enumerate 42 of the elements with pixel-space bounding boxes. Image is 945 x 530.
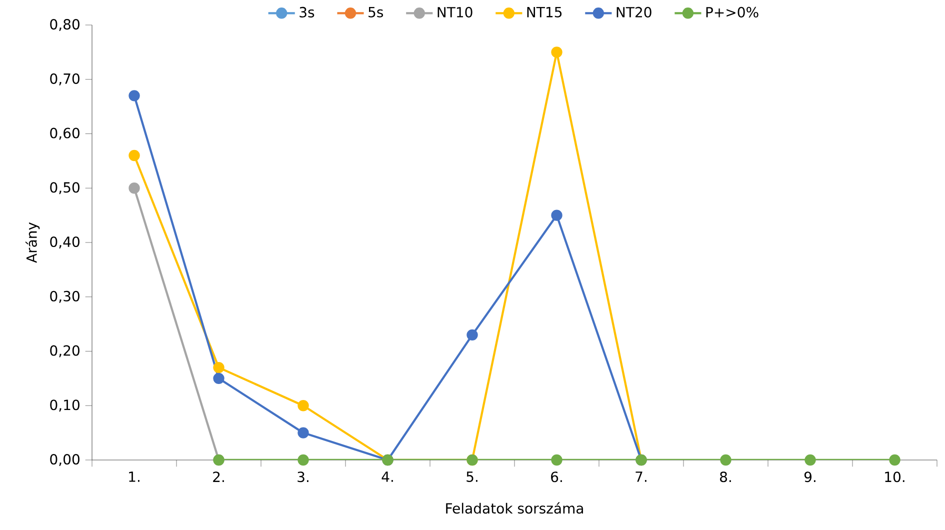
point bbox=[720, 454, 732, 466]
legend-label: NT20 bbox=[616, 6, 652, 18]
x-tick-label: 7. bbox=[636, 472, 646, 482]
x-tick-label: 8. bbox=[720, 472, 731, 482]
y-axis-title: Arány bbox=[26, 222, 40, 263]
legend-label: P+>0% bbox=[706, 6, 758, 18]
x-tick-label: 10. bbox=[885, 472, 904, 482]
x-tick-label: 1. bbox=[129, 472, 140, 482]
x-tick-label: 3. bbox=[298, 472, 308, 482]
point bbox=[213, 362, 224, 374]
point bbox=[889, 454, 900, 466]
y-tick-label: 0,80 bbox=[50, 18, 80, 32]
x-tick-label: 2. bbox=[213, 472, 224, 482]
x-tick-label: 5. bbox=[466, 472, 478, 482]
point bbox=[466, 329, 478, 341]
y-tick-label: 0,60 bbox=[50, 128, 80, 140]
legend-label: NT10 bbox=[438, 6, 472, 18]
point bbox=[213, 372, 224, 384]
point bbox=[128, 182, 140, 194]
y-tick-label: 0,10 bbox=[50, 400, 80, 412]
y-tick-label: 0,40 bbox=[50, 236, 80, 249]
y-tick-label: 0,00 bbox=[50, 454, 80, 466]
point bbox=[298, 427, 309, 438]
point bbox=[551, 46, 562, 58]
x-tick-label: 6. bbox=[551, 472, 562, 482]
legend-label: 5s bbox=[368, 6, 384, 18]
x-axis-title: Feladatok sorszáma bbox=[446, 502, 583, 514]
point bbox=[128, 90, 140, 102]
point bbox=[804, 454, 816, 466]
legend-label: 3s bbox=[300, 6, 314, 18]
point bbox=[298, 400, 309, 412]
x-tick-label: 4. bbox=[382, 472, 393, 482]
point bbox=[551, 454, 562, 466]
legend-label: NT15 bbox=[527, 6, 562, 18]
x-tick-label: 9. bbox=[804, 472, 816, 482]
point bbox=[551, 210, 562, 221]
point bbox=[128, 150, 140, 162]
y-tick-label: 0,50 bbox=[50, 182, 80, 194]
y-tick-label: 0,30 bbox=[50, 290, 80, 303]
y-tick-label: 0,70 bbox=[50, 73, 80, 86]
point bbox=[298, 454, 309, 466]
y-tick-label: 0,20 bbox=[50, 345, 80, 358]
